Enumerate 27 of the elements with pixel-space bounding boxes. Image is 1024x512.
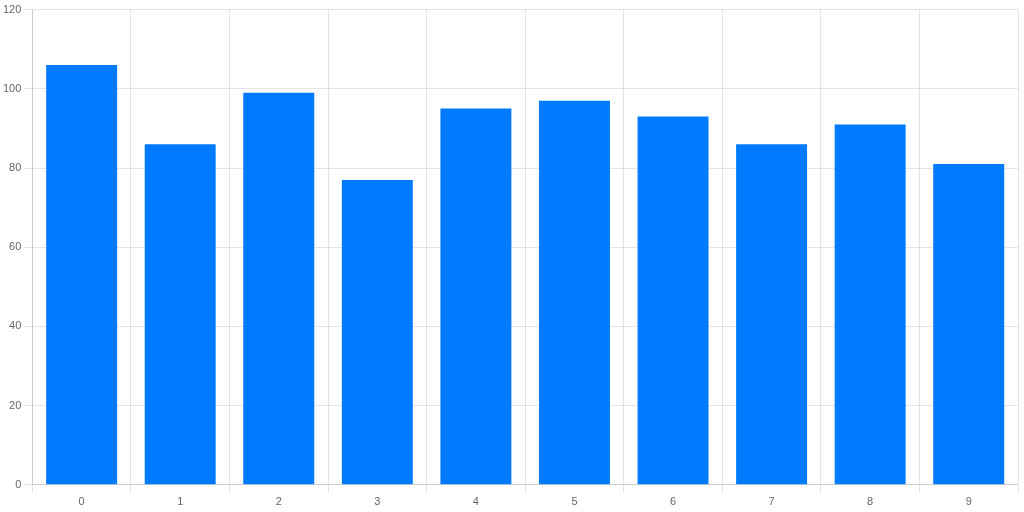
x-tick-label: 7 [768,495,775,508]
x-tick-label: 8 [867,495,874,508]
x-tick-label: 1 [177,495,184,508]
x-tick-label: 2 [275,495,282,508]
bar [637,116,709,485]
y-tick-label: 120 [2,2,22,15]
bar [736,144,808,485]
x-tick-label: 3 [374,495,381,508]
x-tick-label: 0 [78,495,85,508]
bar [46,65,118,485]
y-tick-label: 60 [9,240,22,253]
y-tick-label: 40 [9,319,22,332]
bar [144,144,216,485]
x-tick-label: 9 [965,495,972,508]
y-tick-label: 0 [15,477,22,490]
y-tick-label: 80 [9,161,22,174]
bar [538,100,610,485]
bar [933,164,1005,485]
x-tick-label: 4 [472,495,479,508]
y-tick-label: 20 [9,398,22,411]
bar [341,179,413,485]
x-tick-label: 6 [669,495,677,508]
bar [834,124,906,485]
bar [243,92,315,485]
bar [440,108,512,485]
x-tick-label: 5 [571,495,578,508]
y-tick-label: 100 [2,81,22,94]
